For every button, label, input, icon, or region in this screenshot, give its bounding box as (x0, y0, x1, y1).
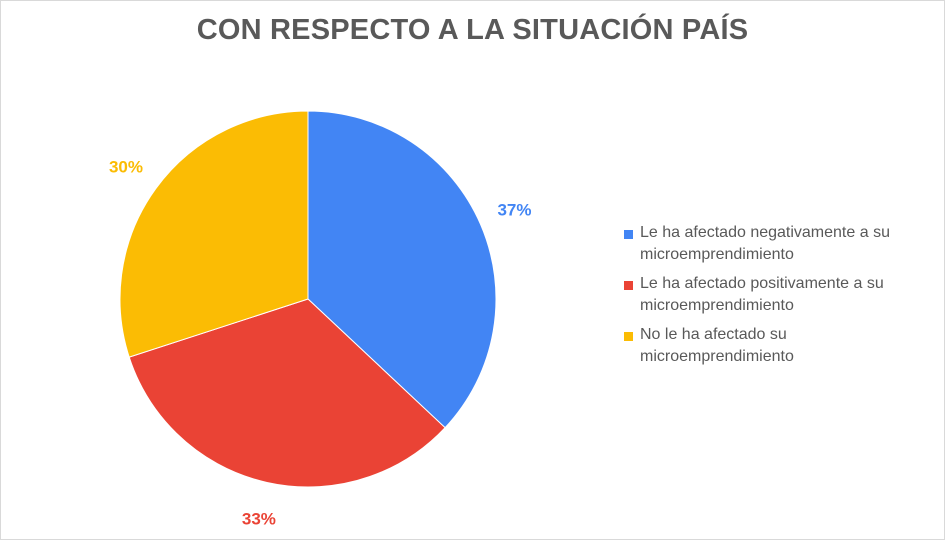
data-label: 37% (497, 201, 531, 220)
legend-label: Le ha afectado positivamente a su microe… (640, 275, 884, 314)
data-label: 33% (242, 510, 276, 529)
legend-swatch (624, 281, 633, 290)
legend-label: No le ha afectado su microemprendimiento (640, 326, 794, 365)
legend-item: Le ha afectado positivamente a su microe… (624, 273, 924, 317)
legend: Le ha afectado negativamente a su microe… (624, 222, 924, 375)
pie-slice (128, 298, 446, 488)
legend-item: Le ha afectado negativamente a su microe… (624, 222, 924, 266)
chart-title: CON RESPECTO A LA SITUACIÓN PAÍS (196, 14, 749, 46)
pie-slice (307, 110, 497, 429)
legend-item: No le ha afectado su microemprendimiento (624, 324, 924, 368)
legend-swatch (624, 332, 633, 341)
data-label: 30% (109, 158, 143, 177)
legend-swatch (624, 230, 633, 239)
pie-slice (119, 110, 309, 358)
legend-label: Le ha afectado negativamente a su microe… (640, 224, 890, 263)
